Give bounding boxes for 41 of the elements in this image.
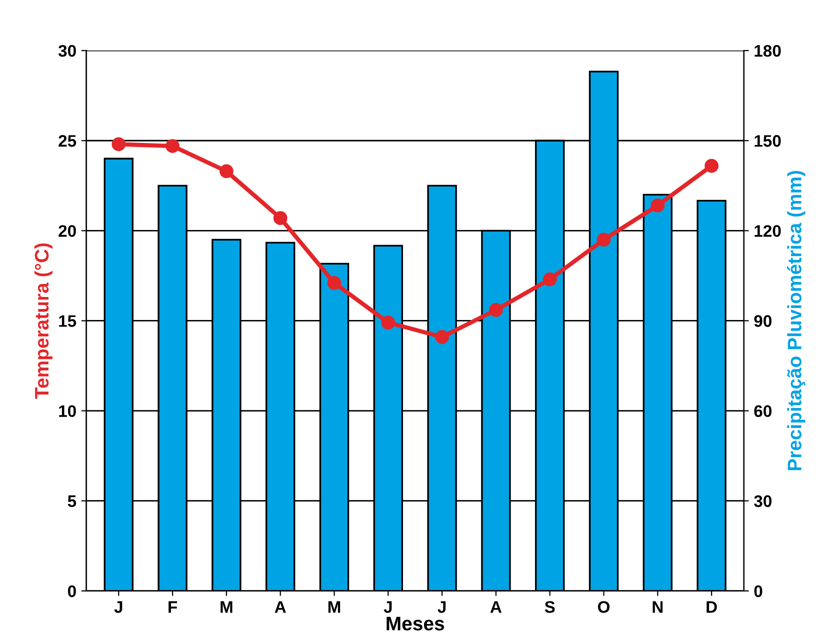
x-tick-label: A [274,601,286,613]
y2-tick-label: 30 [754,495,772,508]
point [435,330,450,344]
x-tick-label: D [706,601,717,613]
x-tick-label: F [168,601,178,613]
x-tick-label: M [328,601,340,613]
y2-tick-label: 150 [754,135,781,147]
y2-axis-title: Precipitação Pluviométrica (mm) [786,170,806,470]
point [596,232,611,247]
y-tick-label: 30 [58,44,76,57]
point [704,158,719,173]
y2-tick-label: 60 [754,405,772,418]
y2-tick-label: 90 [754,315,772,327]
x-tick-label: M [220,601,232,613]
y-tick-label: 10 [59,405,76,418]
point [489,302,503,317]
x-tick-label: N [652,601,663,613]
y-tick-label: 5 [68,495,76,508]
point [112,137,126,152]
y2-tick-label: 120 [754,225,781,237]
y-tick-label: 0 [68,585,76,598]
point [273,211,288,226]
y-tick-label: 20 [58,225,76,237]
point [327,276,342,290]
y-axis-title: Temperatura (°C) [34,243,52,399]
point [542,272,557,286]
x-axis-title: Meses [386,616,444,630]
x-tick-label: J [438,601,446,613]
x-tick-label: A [490,601,502,613]
x-tick-label: O [598,601,610,613]
point [381,316,396,330]
point [166,139,180,153]
x-tick-label: S [544,601,555,613]
point [650,198,665,212]
x-tick-label: J [384,601,392,613]
y2-tick-label: 0 [754,585,762,598]
y-tick-label: 15 [59,315,76,327]
x-tick-label: J [114,601,122,613]
point [220,164,234,178]
y2-tick-label: 180 [754,44,781,57]
y-tick-label: 25 [58,135,76,147]
